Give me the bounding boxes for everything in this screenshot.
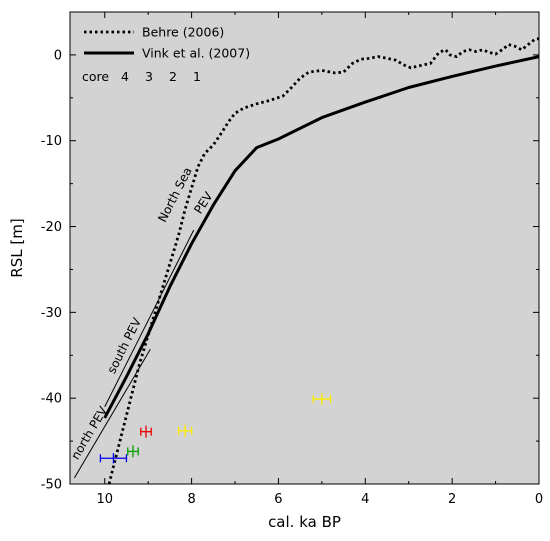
x-tick-label: 10 — [96, 492, 113, 507]
y-tick-label: -50 — [41, 478, 62, 493]
legend-label: Behre (2006) — [142, 25, 224, 40]
y-tick-label: -20 — [41, 220, 62, 235]
x-tick-label: 2 — [448, 492, 456, 507]
y-tick-label: -40 — [41, 392, 62, 407]
reference-line — [104, 229, 195, 407]
x-axis-title: cal. ka BP — [268, 513, 341, 531]
core-legend-entry: 4 — [121, 69, 129, 84]
axis-ticks: 10 8 6 4 2 0 0 -10 -20 -30 -40 -50 — [41, 11, 543, 507]
x-tick-label: 0 — [535, 492, 543, 507]
core-legend-entry: 2 — [169, 69, 177, 84]
y-tick-label: -10 — [41, 134, 62, 149]
series-line-vink — [103, 55, 540, 419]
plot-frame — [69, 11, 540, 485]
legend: Behre (2006) Vink et al. (2007) core 4 3 2 1 — [78, 20, 253, 92]
y-axis-title: RSL [m] — [8, 218, 26, 277]
core-markers — [99, 393, 332, 464]
series-layer — [103, 37, 540, 485]
y-tick-label: -30 — [41, 306, 62, 321]
core-legend-title: core — [82, 69, 109, 84]
series-line-behre — [107, 37, 540, 485]
core-legend-entry: 3 — [145, 69, 153, 84]
legend-label: Vink et al. (2007) — [142, 46, 250, 61]
x-tick-label: 6 — [274, 492, 282, 507]
core-legend-entry: 1 — [193, 69, 201, 84]
x-tick-label: 8 — [187, 492, 195, 507]
x-tick-label: 4 — [361, 492, 369, 507]
y-tick-label: 0 — [54, 48, 62, 63]
